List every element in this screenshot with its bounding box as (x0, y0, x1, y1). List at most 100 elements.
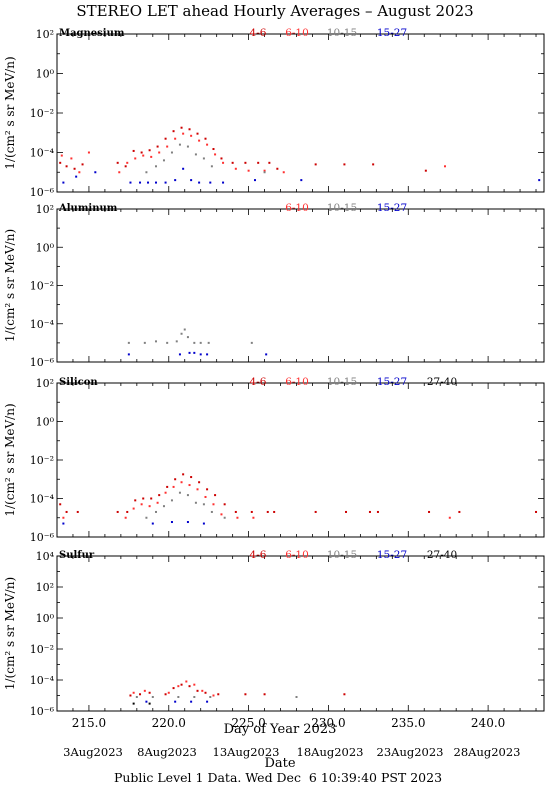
data-point (174, 478, 177, 481)
data-point (154, 165, 157, 168)
data-point (223, 516, 226, 519)
data-point (182, 132, 185, 135)
data-point (194, 153, 197, 156)
data-point (140, 503, 143, 506)
legend-entry: 6-10 (285, 376, 309, 388)
data-point (180, 683, 183, 686)
data-point (116, 161, 119, 164)
data-point (257, 161, 260, 164)
data-point (127, 341, 130, 344)
date-tick-label: 8Aug2023 (137, 745, 197, 759)
legend-entry: 6-10 (285, 27, 309, 39)
data-point (158, 494, 161, 497)
data-point (314, 510, 317, 513)
data-point (178, 491, 181, 494)
data-point (428, 510, 431, 513)
data-point (186, 521, 189, 524)
data-point (162, 159, 165, 162)
x-tick-label: 220.0 (152, 716, 186, 730)
x-tick-label: 215.0 (72, 716, 106, 730)
data-point (151, 696, 154, 699)
data-point (166, 145, 169, 148)
data-point (250, 341, 253, 344)
data-point (183, 328, 186, 331)
legend-entry: 27-40 (427, 376, 457, 388)
data-point (151, 522, 154, 525)
data-point (156, 501, 159, 504)
data-point (204, 137, 207, 140)
legend-entry: 15-27 (377, 27, 407, 39)
data-point (458, 510, 461, 513)
data-point (217, 693, 220, 696)
data-point (207, 341, 210, 344)
panel-sulfur: 10⁻⁶ 10⁻⁴ 10⁻² 10⁰ 10² 10⁴ Sulfur 4-6 6-10 10-15 1… (3, 549, 545, 730)
data-point (65, 510, 68, 513)
element-label: Sulfur (59, 550, 95, 561)
data-point (538, 179, 541, 182)
data-point (190, 134, 193, 137)
data-point (343, 163, 346, 166)
data-point (164, 181, 167, 184)
data-point (178, 143, 181, 146)
y-tick-label: 10² (36, 28, 54, 41)
y-axis-label: 1/(cm² s sr MeV/n) (3, 577, 17, 690)
data-point (185, 680, 188, 683)
data-point (180, 481, 183, 484)
data-point (147, 181, 150, 184)
data-point (129, 181, 132, 184)
legend-entry: 4-6 (250, 549, 267, 561)
data-point (223, 503, 226, 506)
element-label: Magnesium (59, 28, 125, 39)
data-point (164, 491, 167, 494)
data-point (250, 510, 253, 513)
data-point (424, 169, 427, 172)
data-point (126, 161, 129, 164)
data-point (143, 689, 146, 692)
date-axis: 3Aug2023 8Aug2023 13Aug2023 18Aug2023 23Aug2… (63, 745, 520, 759)
x-tick-label: 235.0 (391, 716, 425, 730)
data-point (253, 179, 256, 182)
legend-entry: 10-15 (327, 549, 357, 561)
data-point (345, 510, 348, 513)
legend-entry: 4-6 (250, 27, 267, 39)
footer-text: Public Level 1 Data. Wed Dec 6 10:39:40 … (114, 770, 442, 785)
data-point (252, 516, 255, 519)
data-point (139, 693, 142, 696)
data-point (193, 341, 196, 344)
data-point (132, 149, 135, 152)
y-tick-label: 10⁻⁶ (30, 531, 55, 544)
data-point (174, 137, 177, 140)
data-point (60, 154, 63, 157)
y-tick-label: 10⁰ (36, 612, 55, 625)
data-point (75, 175, 78, 178)
data-point (372, 163, 375, 166)
data-point (212, 503, 215, 506)
data-point (204, 495, 207, 498)
data-point (182, 473, 185, 476)
data-point (164, 137, 167, 140)
data-point (265, 353, 268, 356)
data-point (180, 126, 183, 129)
y-tick-label: 10⁻² (30, 643, 54, 656)
data-point (188, 128, 191, 131)
data-point (142, 497, 145, 500)
data-point (376, 510, 379, 513)
data-point (145, 700, 148, 703)
y-tick-label: 10⁴ (36, 550, 55, 563)
data-point (244, 161, 247, 164)
data-point (166, 485, 169, 488)
legend-entry: 10-15 (327, 202, 357, 214)
data-point (148, 505, 151, 508)
data-point (148, 149, 151, 152)
data-point (170, 499, 173, 502)
data-point (266, 510, 269, 513)
data-point (202, 503, 205, 506)
y-tick-label: 10² (36, 377, 54, 390)
data-point (132, 702, 135, 705)
y-tick-label: 10⁻² (30, 107, 54, 120)
chart-title: STEREO LET ahead Hourly Averages – Augus… (76, 2, 473, 20)
data-point (196, 689, 199, 692)
data-point (276, 167, 279, 170)
